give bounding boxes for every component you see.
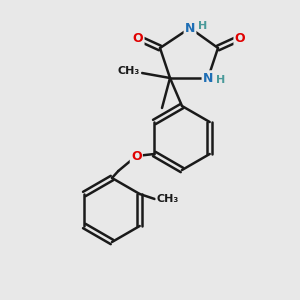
Text: H: H [198,21,207,31]
Text: O: O [235,32,245,44]
Text: H: H [216,75,225,85]
Text: O: O [131,149,142,163]
Text: N: N [185,22,195,34]
Text: CH₃: CH₃ [157,194,179,204]
Text: CH₃: CH₃ [118,66,140,76]
Text: N: N [203,71,213,85]
Text: O: O [133,32,143,44]
